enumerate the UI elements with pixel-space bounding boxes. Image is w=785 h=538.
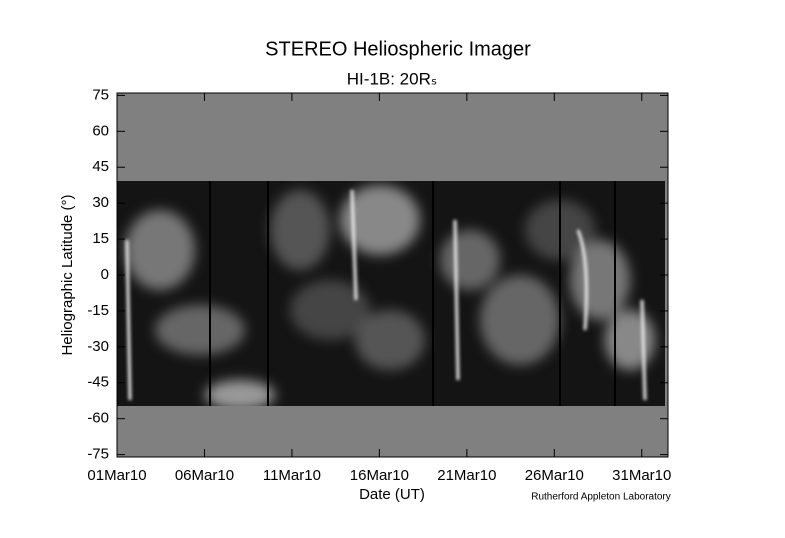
y-axis-label: Heliographic Latitude (°)	[59, 194, 76, 355]
x-tick-label: 01Mar10	[87, 467, 146, 484]
chart-title: STEREO Heliospheric Imager	[265, 38, 531, 60]
image	[117, 93, 668, 457]
x-axis-label: Date (UT)	[359, 486, 425, 503]
x-tick-label: 21Mar10	[437, 467, 496, 484]
y-tick-label: 30	[92, 194, 109, 211]
y-tick-label: 75	[92, 86, 109, 103]
y-tick-label: 0	[101, 266, 109, 283]
chart-subtitle: HI-1B: 20Rₛ	[347, 69, 437, 88]
credit: Rutherford Appleton Laboratory	[531, 492, 671, 503]
y-tick-label: 15	[92, 230, 109, 247]
x-tick-label: 16Mar10	[350, 467, 409, 484]
x-tick-label: 26Mar10	[525, 467, 584, 484]
x-tick-label: 06Mar10	[175, 467, 234, 484]
y-tick-label: -30	[87, 338, 109, 355]
y-tick-label: -75	[87, 446, 109, 463]
y-tick-label: 45	[92, 158, 109, 175]
y-tick-label: -15	[87, 302, 109, 319]
y-tick-label: -45	[87, 374, 109, 391]
y-tick-label: -60	[87, 410, 109, 427]
x-tick-label: 11Mar10	[263, 467, 321, 484]
x-tick-label: 31Mar10	[612, 467, 671, 484]
y-tick-label: 60	[92, 122, 109, 139]
